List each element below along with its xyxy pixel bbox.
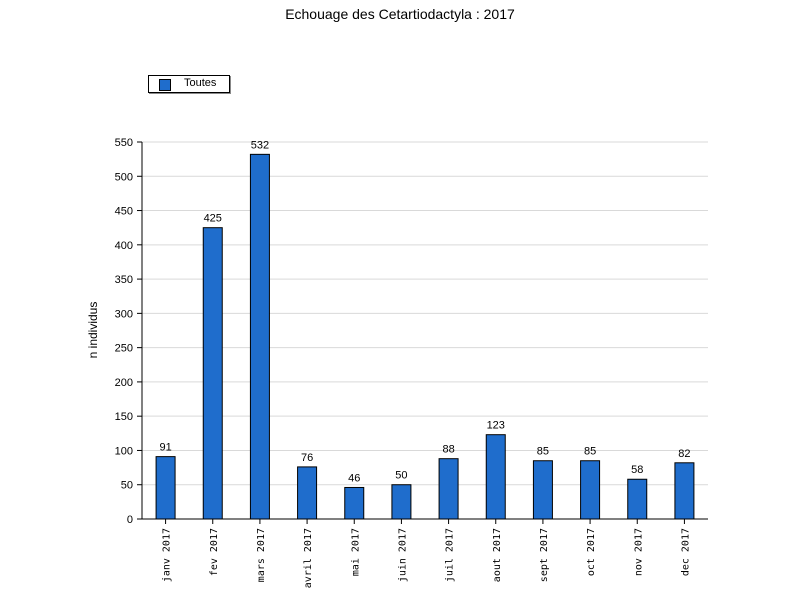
legend-label: Toutes	[184, 77, 217, 89]
bar	[391, 484, 412, 520]
data-label: 88	[442, 444, 454, 456]
x-ticks: janv 2017 fev 2017 mars 2017 avril 2017 mai …	[162, 519, 691, 588]
y-tick-label: 100	[115, 445, 133, 457]
y-tick-label: 150	[115, 411, 133, 423]
data-label: 46	[348, 472, 360, 484]
y-tick-label: 500	[115, 171, 133, 183]
data-label: 91	[159, 442, 171, 454]
data-label: 85	[584, 446, 596, 458]
data-label: 82	[678, 448, 690, 460]
bar	[202, 227, 223, 520]
y-tick-label: 200	[115, 377, 133, 389]
y-tick-label: 50	[121, 480, 133, 492]
grid-lines	[142, 141, 708, 486]
legend: Toutes	[148, 75, 230, 93]
x-tick-label: oct 2017	[586, 528, 597, 576]
bar	[438, 458, 459, 520]
data-label: 123	[487, 420, 505, 432]
y-tick-label: 450	[115, 206, 133, 218]
y-tick-label: 0	[127, 514, 133, 526]
data-label: 58	[631, 464, 643, 476]
x-tick-label: sept 2017	[539, 528, 550, 582]
bar	[674, 462, 695, 520]
x-tick-label: nov 2017	[633, 528, 644, 576]
x-tick-label: mai 2017	[350, 528, 361, 576]
data-labels: 91 425 532 76 46 50 88 123 85 85 58 82	[159, 139, 690, 484]
x-tick-label: mars 2017	[256, 528, 267, 582]
x-tick-label: janv 2017	[162, 528, 173, 582]
bar	[155, 456, 176, 520]
bar	[297, 466, 318, 520]
y-tick-label: 250	[115, 343, 133, 355]
data-label: 532	[251, 139, 269, 151]
bars	[155, 153, 695, 520]
y-tick-label: 300	[115, 308, 133, 320]
chart-title: Echouage des Cetartiodactyla : 2017	[285, 6, 515, 22]
bar	[344, 486, 365, 520]
y-axis-title: n individus	[86, 302, 100, 359]
y-tick-label: 550	[115, 137, 133, 149]
x-tick-label: dec 2017	[680, 528, 691, 576]
x-tick-label: avril 2017	[303, 528, 314, 588]
bar	[580, 460, 601, 520]
y-tick-label: 400	[115, 240, 133, 252]
bar	[627, 478, 648, 520]
bar	[485, 434, 506, 520]
data-label: 85	[537, 446, 549, 458]
axes	[141, 142, 708, 520]
bar	[532, 460, 553, 520]
legend-swatch	[159, 79, 171, 91]
x-tick-label: juil 2017	[445, 528, 456, 582]
bar	[249, 153, 270, 520]
x-tick-label: aout 2017	[492, 528, 503, 582]
y-ticks: 0 50 100 150 200 250 300 350 400 450 500 550	[115, 137, 142, 526]
y-tick-label: 350	[115, 274, 133, 286]
data-label: 50	[395, 470, 407, 482]
data-label: 425	[204, 213, 222, 225]
x-tick-label: juin 2017	[397, 528, 408, 582]
data-label: 76	[301, 452, 313, 464]
x-tick-label: fev 2017	[209, 528, 220, 576]
